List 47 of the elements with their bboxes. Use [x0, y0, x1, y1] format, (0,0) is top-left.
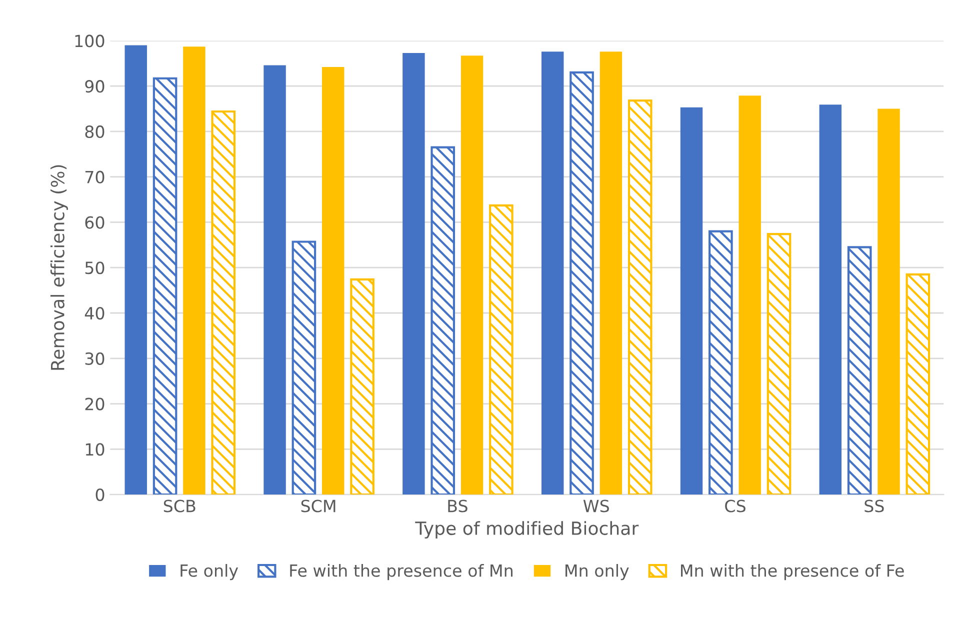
bar — [766, 232, 792, 495]
y-tick-label: 30 — [85, 352, 104, 365]
x-tick-label: SCB — [164, 500, 196, 512]
x-tick-label: SCM — [301, 500, 336, 512]
x-tick-label: BS — [448, 500, 468, 512]
y-tick-label: 90 — [85, 80, 104, 93]
bar — [460, 56, 484, 495]
y-tick-label: 40 — [84, 306, 104, 320]
bar — [350, 278, 374, 495]
x-tick-label: WS — [583, 500, 609, 512]
bar — [402, 52, 425, 495]
bar — [819, 104, 842, 495]
bar — [738, 96, 761, 495]
y-tick-label: 50 — [85, 262, 104, 274]
y-tick-label: 70 — [85, 170, 104, 184]
bar — [906, 273, 930, 495]
legend-label: Mn only — [566, 564, 629, 580]
bar — [878, 108, 900, 495]
bar — [322, 67, 344, 495]
bar — [430, 146, 456, 495]
x-axis-title: Type of modified Biochar — [415, 521, 639, 539]
legend-label: Fe only — [180, 564, 238, 580]
y-tick-label: 100 — [75, 34, 104, 48]
bar — [680, 107, 703, 495]
x-tick-label: SS — [864, 500, 884, 512]
y-tick-label: 0 — [96, 488, 104, 502]
bar — [570, 71, 594, 495]
bar — [489, 204, 514, 495]
bar — [708, 230, 733, 495]
bar — [183, 46, 206, 495]
bar — [152, 77, 178, 495]
y-tick-label: 20 — [85, 398, 104, 410]
bar — [211, 110, 236, 495]
bar — [600, 52, 622, 495]
x-tick-label: CS — [725, 500, 746, 512]
bar — [541, 52, 564, 495]
bar — [628, 100, 652, 495]
bar — [847, 246, 872, 495]
y-tick-label: 60 — [85, 216, 104, 229]
bar — [264, 65, 286, 495]
legend-label: Fe with the presence of Mn — [290, 564, 512, 580]
y-axis-title: Removal efficiency (%) — [50, 165, 68, 370]
y-tick-label: 80 — [85, 125, 104, 138]
y-tick-label: 10 — [86, 443, 104, 456]
legend-label: Mn with the presence of Fe — [681, 564, 904, 580]
bar — [124, 45, 147, 495]
bar — [292, 240, 316, 495]
